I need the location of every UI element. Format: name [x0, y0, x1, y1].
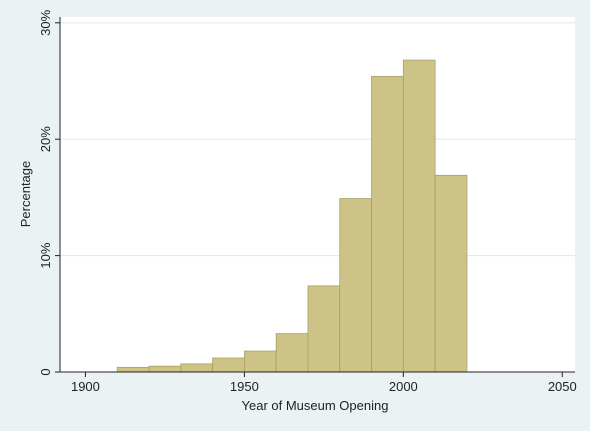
bar: [116, 366, 150, 373]
y-tick-label: 20%: [38, 126, 53, 152]
y-tick-label: 10%: [38, 242, 53, 268]
x-tick-label: 2000: [389, 379, 418, 394]
bar: [307, 285, 341, 373]
y-tick-label: 0: [38, 368, 53, 375]
x-tick-label: 2050: [548, 379, 577, 394]
y-tick-label: 30%: [38, 9, 53, 35]
x-tick-label: 1900: [71, 379, 100, 394]
bar: [371, 75, 404, 373]
x-axis-label: Year of Museum Opening: [242, 398, 389, 413]
y-axis-label: Percentage: [18, 161, 33, 228]
bar: [148, 365, 182, 373]
bar: [402, 59, 436, 373]
bar: [212, 357, 245, 373]
bar: [180, 363, 213, 373]
bar: [275, 333, 309, 373]
bar: [339, 198, 372, 373]
bar: [243, 350, 277, 373]
x-tick-label: 1950: [230, 379, 259, 394]
bar: [434, 174, 468, 373]
